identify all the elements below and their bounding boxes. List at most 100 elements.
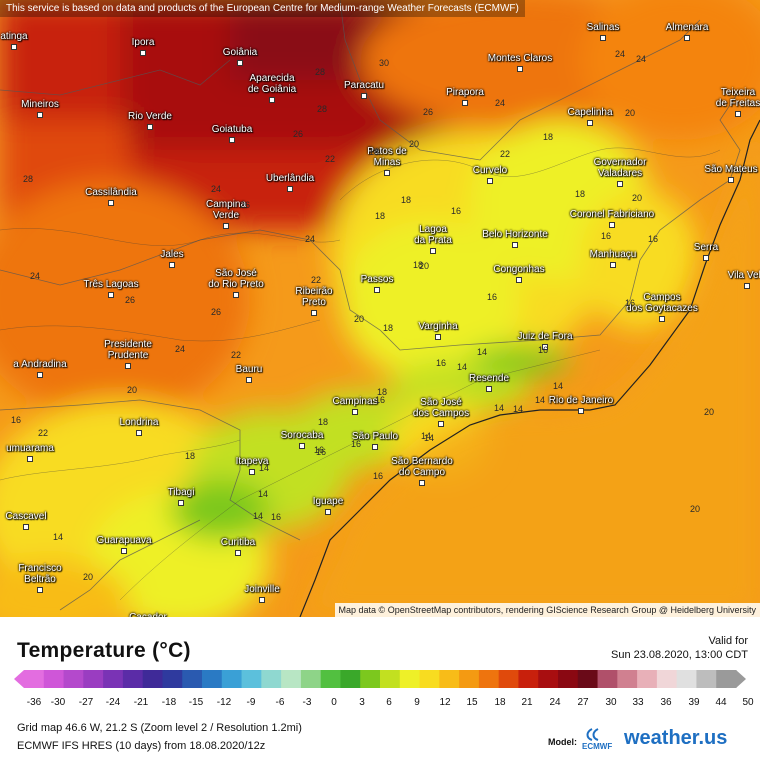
city-label: Aparecida de Goiânia bbox=[247, 73, 297, 95]
city-label: São José do Rio Preto bbox=[208, 268, 264, 290]
city-label: Resende bbox=[468, 373, 510, 384]
city-marker bbox=[372, 444, 378, 450]
scale-tick-label: -24 bbox=[105, 697, 121, 708]
isotherm-label: 14 bbox=[258, 463, 270, 473]
city-marker bbox=[121, 548, 127, 554]
scale-color-cell bbox=[617, 670, 638, 688]
city-marker bbox=[430, 248, 436, 254]
isotherm-label: 16 bbox=[372, 471, 384, 481]
scale-tick-label: -3 bbox=[302, 697, 312, 708]
city-label: Goiatuba bbox=[211, 124, 253, 135]
scale-color-cell bbox=[340, 670, 361, 688]
city-label: Francisco Beltrão bbox=[18, 563, 62, 585]
isotherm-label: 14 bbox=[52, 532, 64, 542]
city-marker bbox=[617, 181, 623, 187]
city-marker bbox=[600, 35, 606, 41]
city-label: Bauru bbox=[235, 364, 263, 375]
isotherm-label: 24 bbox=[614, 49, 626, 59]
scale-color-cell bbox=[300, 670, 322, 688]
isotherm-label: 26 bbox=[239, 200, 251, 210]
isotherm-label: 20 bbox=[126, 385, 138, 395]
city-label: Coronel Fabriciano bbox=[569, 209, 655, 220]
isotherm-label: 20 bbox=[624, 108, 636, 118]
city-marker bbox=[169, 262, 175, 268]
city-marker bbox=[140, 50, 146, 56]
city-label: Ipora bbox=[131, 37, 155, 48]
legend-title: Temperature (°C) bbox=[17, 639, 191, 662]
temperature-color-scale bbox=[14, 670, 746, 688]
city-marker bbox=[37, 587, 43, 593]
scale-color-cell bbox=[419, 670, 440, 688]
scale-tick-label: 21 bbox=[521, 697, 533, 708]
city-label: Pirapora bbox=[446, 87, 484, 98]
scale-tick-label: 27 bbox=[577, 697, 589, 708]
isotherm-label: 20 bbox=[353, 314, 365, 324]
scale-tick-label: 18 bbox=[494, 697, 506, 708]
city-marker bbox=[684, 35, 690, 41]
city-marker bbox=[587, 120, 593, 126]
map-attribution[interactable]: Map data © OpenStreetMap contributors, r… bbox=[334, 603, 760, 617]
city-marker bbox=[325, 509, 331, 515]
ecmwf-attribution: This service is based on data and produc… bbox=[0, 0, 525, 17]
city-label: Serra bbox=[693, 242, 719, 253]
city-label: umuarama bbox=[6, 443, 54, 454]
brand-logo[interactable]: weather.us bbox=[624, 727, 728, 749]
isotherm-label: 16 bbox=[374, 395, 386, 405]
model-run-info: ECMWF IFS HRES (10 days) from 18.08.2020… bbox=[17, 740, 266, 752]
city-marker bbox=[659, 316, 665, 322]
scale-color-cell bbox=[399, 670, 421, 688]
isotherm-label: 18 bbox=[382, 323, 394, 333]
isotherm-label: 14 bbox=[476, 347, 488, 357]
scale-arrow-right bbox=[736, 670, 746, 688]
scale-color-cell bbox=[558, 670, 579, 688]
city-label: Teixeira de Freitas bbox=[715, 87, 760, 109]
city-marker bbox=[37, 112, 43, 118]
isotherm-label: 24 bbox=[210, 184, 222, 194]
isotherm-label: 14 bbox=[456, 362, 468, 372]
isotherm-label: 16 bbox=[10, 415, 22, 425]
city-label: Uberlândia bbox=[265, 173, 315, 184]
city-label: Cacador bbox=[129, 612, 167, 617]
isotherm-label: 26 bbox=[422, 107, 434, 117]
city-label: Jales bbox=[160, 249, 184, 260]
city-label: Lagoa da Prata bbox=[414, 224, 452, 246]
scale-color-cell bbox=[320, 670, 341, 688]
scale-color-cell bbox=[122, 670, 144, 688]
city-label: Passos bbox=[360, 274, 394, 285]
isotherm-label: 18 bbox=[574, 189, 586, 199]
city-marker bbox=[287, 186, 293, 192]
isotherm-label: 18 bbox=[317, 417, 329, 427]
city-marker bbox=[744, 283, 750, 289]
scale-tick-label: -36 bbox=[26, 697, 42, 708]
city-marker bbox=[361, 93, 367, 99]
scale-color-cell bbox=[63, 670, 84, 688]
scale-color-cell bbox=[221, 670, 243, 688]
isotherm-label: 26 bbox=[124, 295, 136, 305]
scale-color-cell bbox=[459, 670, 480, 688]
city-marker bbox=[435, 334, 441, 340]
city-label: São Bernardo do Campo bbox=[391, 456, 453, 478]
scale-color-cell bbox=[716, 670, 737, 688]
city-marker bbox=[108, 200, 114, 206]
scale-tick-label: 36 bbox=[660, 697, 672, 708]
scale-tick-label: 9 bbox=[414, 697, 420, 708]
city-marker bbox=[235, 550, 241, 556]
city-marker bbox=[299, 443, 305, 449]
city-marker bbox=[517, 66, 523, 72]
scale-color-cell bbox=[538, 670, 559, 688]
scale-color-cell bbox=[103, 670, 124, 688]
scale-tick-label: 6 bbox=[386, 697, 392, 708]
city-marker bbox=[703, 255, 709, 261]
isotherm-label: 14 bbox=[552, 381, 564, 391]
scale-ticks: -36 -30 -27 -24 -21 -18 -15 -12 -9 -6 -3 0 3 6 9 12 15 18… bbox=[0, 697, 760, 711]
isotherm-label: 16 bbox=[350, 439, 362, 449]
city-marker bbox=[609, 222, 615, 228]
temperature-map[interactable]: Ipora Goiânia Aparecida de Goiânia Mineiros R… bbox=[0, 0, 760, 617]
city-marker bbox=[246, 377, 252, 383]
scale-tick-label: 12 bbox=[439, 697, 451, 708]
ecmwf-logo-text: ECMWF bbox=[582, 742, 613, 751]
city-label: Montes Claros bbox=[487, 53, 553, 64]
scale-color-cell bbox=[656, 670, 678, 688]
scale-color-cell bbox=[380, 670, 401, 688]
city-marker bbox=[438, 421, 444, 427]
